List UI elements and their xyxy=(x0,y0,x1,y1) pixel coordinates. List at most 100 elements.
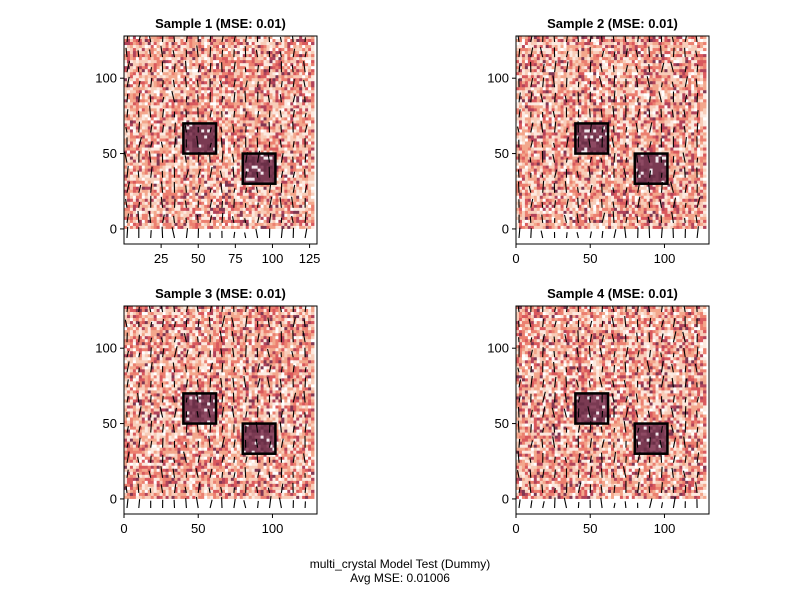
heatmap-cell xyxy=(192,150,196,154)
heatmap-cell xyxy=(186,104,190,109)
heatmap-cell xyxy=(153,101,158,106)
heatmap-cell xyxy=(186,141,190,145)
heatmap-cell xyxy=(239,107,244,112)
heatmap-cell xyxy=(631,204,636,208)
heatmap-cell xyxy=(219,47,223,52)
heatmap-cell xyxy=(272,107,276,112)
heatmap-cell xyxy=(308,92,312,97)
heatmap-cell xyxy=(207,53,211,58)
heatmap-cell xyxy=(272,186,276,190)
heatmap-cell xyxy=(527,213,532,217)
heatmap-cell xyxy=(287,216,291,220)
heatmap-cell xyxy=(652,201,656,205)
heatmap-cell xyxy=(308,168,312,172)
heatmap-cell xyxy=(207,159,211,163)
heatmap-cell xyxy=(189,159,193,163)
heatmap-cell xyxy=(162,120,166,124)
vector-arrow xyxy=(221,95,224,103)
heatmap-cell xyxy=(239,174,244,178)
heatmap-cell xyxy=(147,62,152,67)
heatmap-cell xyxy=(177,177,181,181)
heatmap-cell xyxy=(658,207,662,211)
heatmap-cell xyxy=(147,159,152,163)
heatmap-cell xyxy=(634,207,639,211)
heatmap-cell xyxy=(284,156,288,160)
heatmap-cell xyxy=(204,104,208,109)
heatmap-cell xyxy=(230,50,235,55)
crystal-outline-1 xyxy=(182,122,218,155)
heatmap-cell xyxy=(177,201,181,205)
heatmap-cell xyxy=(640,210,645,214)
heatmap-cell xyxy=(239,219,244,223)
heatmap-cell xyxy=(290,107,294,112)
heatmap-cell xyxy=(183,86,187,91)
vector-arrow xyxy=(279,110,282,118)
heatmap-cell xyxy=(569,216,573,220)
heatmap-cell xyxy=(263,153,267,157)
heatmap-cell xyxy=(269,44,273,49)
heatmap-cell xyxy=(216,86,220,91)
heatmap-cell xyxy=(311,168,315,172)
heatmap-cell xyxy=(221,98,226,103)
heatmap-cell xyxy=(177,36,181,40)
heatmap-cell xyxy=(198,110,202,115)
heatmap-cell xyxy=(655,216,659,220)
heatmap-cell xyxy=(257,201,261,205)
heatmap-cell xyxy=(150,138,155,142)
heatmap-cell xyxy=(272,92,276,97)
heatmap-cell xyxy=(263,186,267,190)
heatmap-cell xyxy=(296,50,300,55)
heatmap-cell xyxy=(257,126,261,130)
heatmap-cell xyxy=(180,86,184,91)
heatmap-cell xyxy=(141,89,146,94)
heatmap-cell xyxy=(171,59,175,64)
heatmap-cell xyxy=(183,36,187,40)
heatmap-cell xyxy=(213,36,217,40)
heatmap-cell xyxy=(287,177,291,181)
heatmap-cell xyxy=(233,68,238,73)
heatmap-cell xyxy=(548,201,553,205)
heatmap-cell xyxy=(616,216,621,220)
heatmap-cell xyxy=(168,180,172,184)
heatmap-cell xyxy=(207,144,211,148)
heatmap-cell xyxy=(138,68,143,73)
heatmap-cell xyxy=(296,177,300,181)
heatmap-cell xyxy=(299,171,303,175)
heatmap-cell xyxy=(263,77,267,82)
heatmap-cell xyxy=(305,50,309,55)
heatmap-cell xyxy=(302,147,306,151)
heatmap-cell xyxy=(224,113,229,118)
heatmap-cell xyxy=(661,225,665,229)
heatmap-cell xyxy=(186,86,190,91)
heatmap-cell xyxy=(198,150,202,154)
heatmap-cell xyxy=(682,207,686,211)
heatmap-cell xyxy=(227,174,232,178)
heatmap-cell xyxy=(165,159,169,163)
heatmap-cell xyxy=(263,71,267,76)
heatmap-cell xyxy=(266,225,270,229)
heatmap-cell xyxy=(147,98,152,103)
heatmap-cell xyxy=(156,101,161,106)
heatmap-cell xyxy=(242,68,247,73)
heatmap-cell xyxy=(599,204,603,208)
heatmap-cell xyxy=(204,86,208,91)
heatmap-cell xyxy=(254,129,259,133)
heatmap-cell xyxy=(308,74,312,79)
heatmap-cell xyxy=(263,174,267,178)
heatmap-cell xyxy=(132,38,137,43)
heatmap-cell xyxy=(159,116,163,121)
heatmap-cell xyxy=(174,165,178,169)
heatmap-cell xyxy=(281,219,285,223)
heatmap-cell xyxy=(275,183,279,187)
heatmap-cell xyxy=(153,141,158,145)
heatmap-cell xyxy=(162,204,166,208)
heatmap-cell xyxy=(141,138,146,142)
heatmap-cell xyxy=(269,201,273,205)
heatmap-cell xyxy=(269,177,273,181)
heatmap-cell xyxy=(129,147,134,151)
heatmap-cell xyxy=(554,210,558,214)
heatmap-cell xyxy=(207,74,211,79)
heatmap-cell xyxy=(132,129,137,133)
heatmap-cell xyxy=(272,38,276,43)
heatmap-cell xyxy=(201,177,205,181)
